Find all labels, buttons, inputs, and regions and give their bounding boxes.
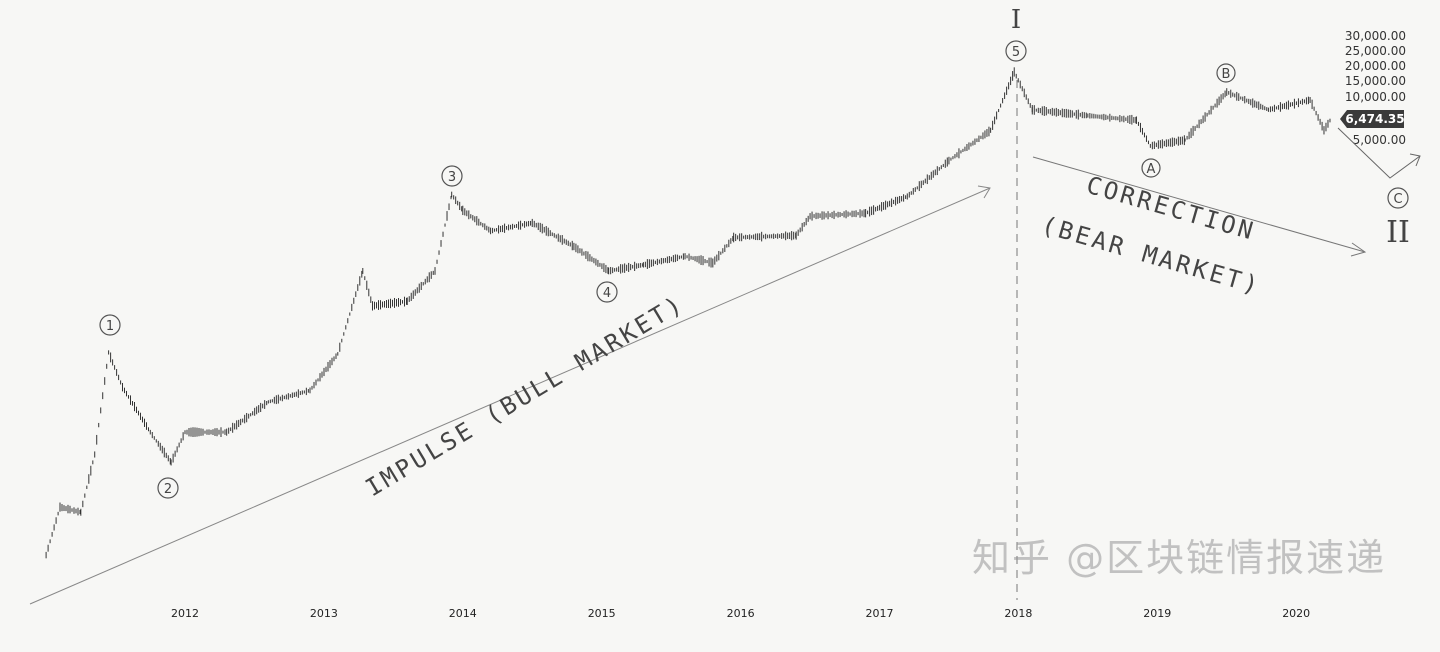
x-tick-label: 2013	[310, 607, 338, 620]
wave-a-text: A	[1147, 162, 1156, 177]
wave-b-text: B	[1222, 67, 1231, 82]
correction-arrowhead-icon	[1350, 242, 1367, 257]
wave-4-text: 4	[603, 286, 611, 301]
y-tick-label: 30,000.00	[1345, 29, 1406, 43]
wave-label-2: 2	[157, 477, 179, 499]
degree-label-bottom: II	[1386, 215, 1410, 250]
wave-1-text: 1	[106, 319, 114, 334]
x-tick-label: 2017	[866, 607, 894, 620]
projection-arrowhead-icon	[1409, 153, 1421, 167]
y-tick-label: 5,000.00	[1353, 133, 1406, 147]
impulse-arrow-line	[29, 187, 991, 605]
y-tick-label: 25,000.00	[1345, 44, 1406, 58]
projection-path	[1337, 127, 1421, 179]
x-tick-label: 2015	[588, 607, 616, 620]
wave-label-a: A	[1141, 158, 1161, 178]
wave-label-5: 5	[1005, 40, 1027, 62]
wave-label-b: B	[1216, 63, 1236, 83]
wave-5-text: 5	[1012, 45, 1020, 60]
wave-3-text: 3	[448, 170, 456, 185]
correction-arrow-line	[1032, 156, 1366, 253]
impulse-arrowhead-icon	[977, 185, 991, 199]
wave-2-text: 2	[164, 482, 172, 497]
impulse-label: IMPULSE (BULL MARKET)	[361, 289, 690, 502]
x-tick-label: 2012	[171, 607, 199, 620]
x-tick-label: 2014	[449, 607, 477, 620]
x-tick-label: 2018	[1004, 607, 1032, 620]
wave-label-1: 1	[99, 314, 121, 336]
y-tick-label: 10,000.00	[1345, 90, 1406, 104]
watermark: 知乎 @区块链情报速递	[972, 536, 1387, 580]
price-series	[45, 67, 1331, 559]
y-tick-label: 20,000.00	[1345, 59, 1406, 73]
last-price-label: 6,474.35	[1345, 112, 1404, 126]
x-axis: 2012 2013 2014 2015 2016 2017 2018 2019 2020	[171, 607, 1310, 620]
x-tick-label: 2016	[727, 607, 755, 620]
wave-label-3: 3	[441, 165, 463, 187]
x-tick-label: 2020	[1282, 607, 1310, 620]
x-tick-label: 2019	[1143, 607, 1171, 620]
wave-c-text: C	[1393, 192, 1402, 207]
last-price-tag: 6,474.35	[1340, 110, 1405, 128]
wave-label-c: C	[1387, 187, 1409, 209]
wave-label-4: 4	[596, 281, 618, 303]
degree-label-top: I	[1011, 5, 1021, 35]
y-tick-label: 15,000.00	[1345, 74, 1406, 88]
